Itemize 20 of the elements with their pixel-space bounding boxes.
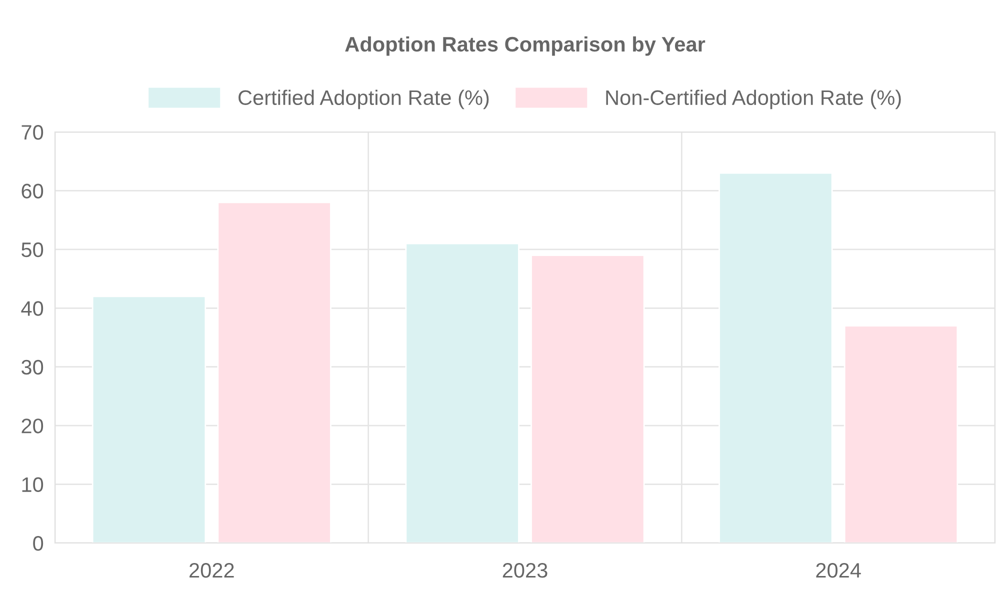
x-tick-label: 2022	[190, 562, 234, 578]
legend-label: Certified Adoption Rate (%)	[238, 90, 489, 110]
bar	[844, 325, 958, 543]
bar	[405, 242, 520, 543]
y-tick-label: 30	[22, 360, 44, 375]
chart-title: Adoption Rates Comparison by Year	[345, 36, 706, 56]
bar	[530, 254, 645, 543]
x-tick-label: 2023	[502, 562, 548, 578]
x-tick-label: 2024	[816, 562, 861, 578]
bar	[217, 202, 332, 543]
y-tick-label: 0	[33, 536, 44, 551]
bar	[92, 296, 206, 543]
y-tick-label: 10	[22, 477, 44, 492]
y-tick-label: 60	[22, 184, 44, 198]
y-tick-label: 20	[22, 418, 44, 434]
legend-label: Non-Certified Adoption Rate (%)	[606, 90, 901, 110]
y-tick-label: 40	[21, 301, 44, 316]
bar	[718, 172, 833, 543]
y-tick-label: 70	[22, 125, 44, 140]
y-tick-label: 50	[22, 242, 44, 258]
